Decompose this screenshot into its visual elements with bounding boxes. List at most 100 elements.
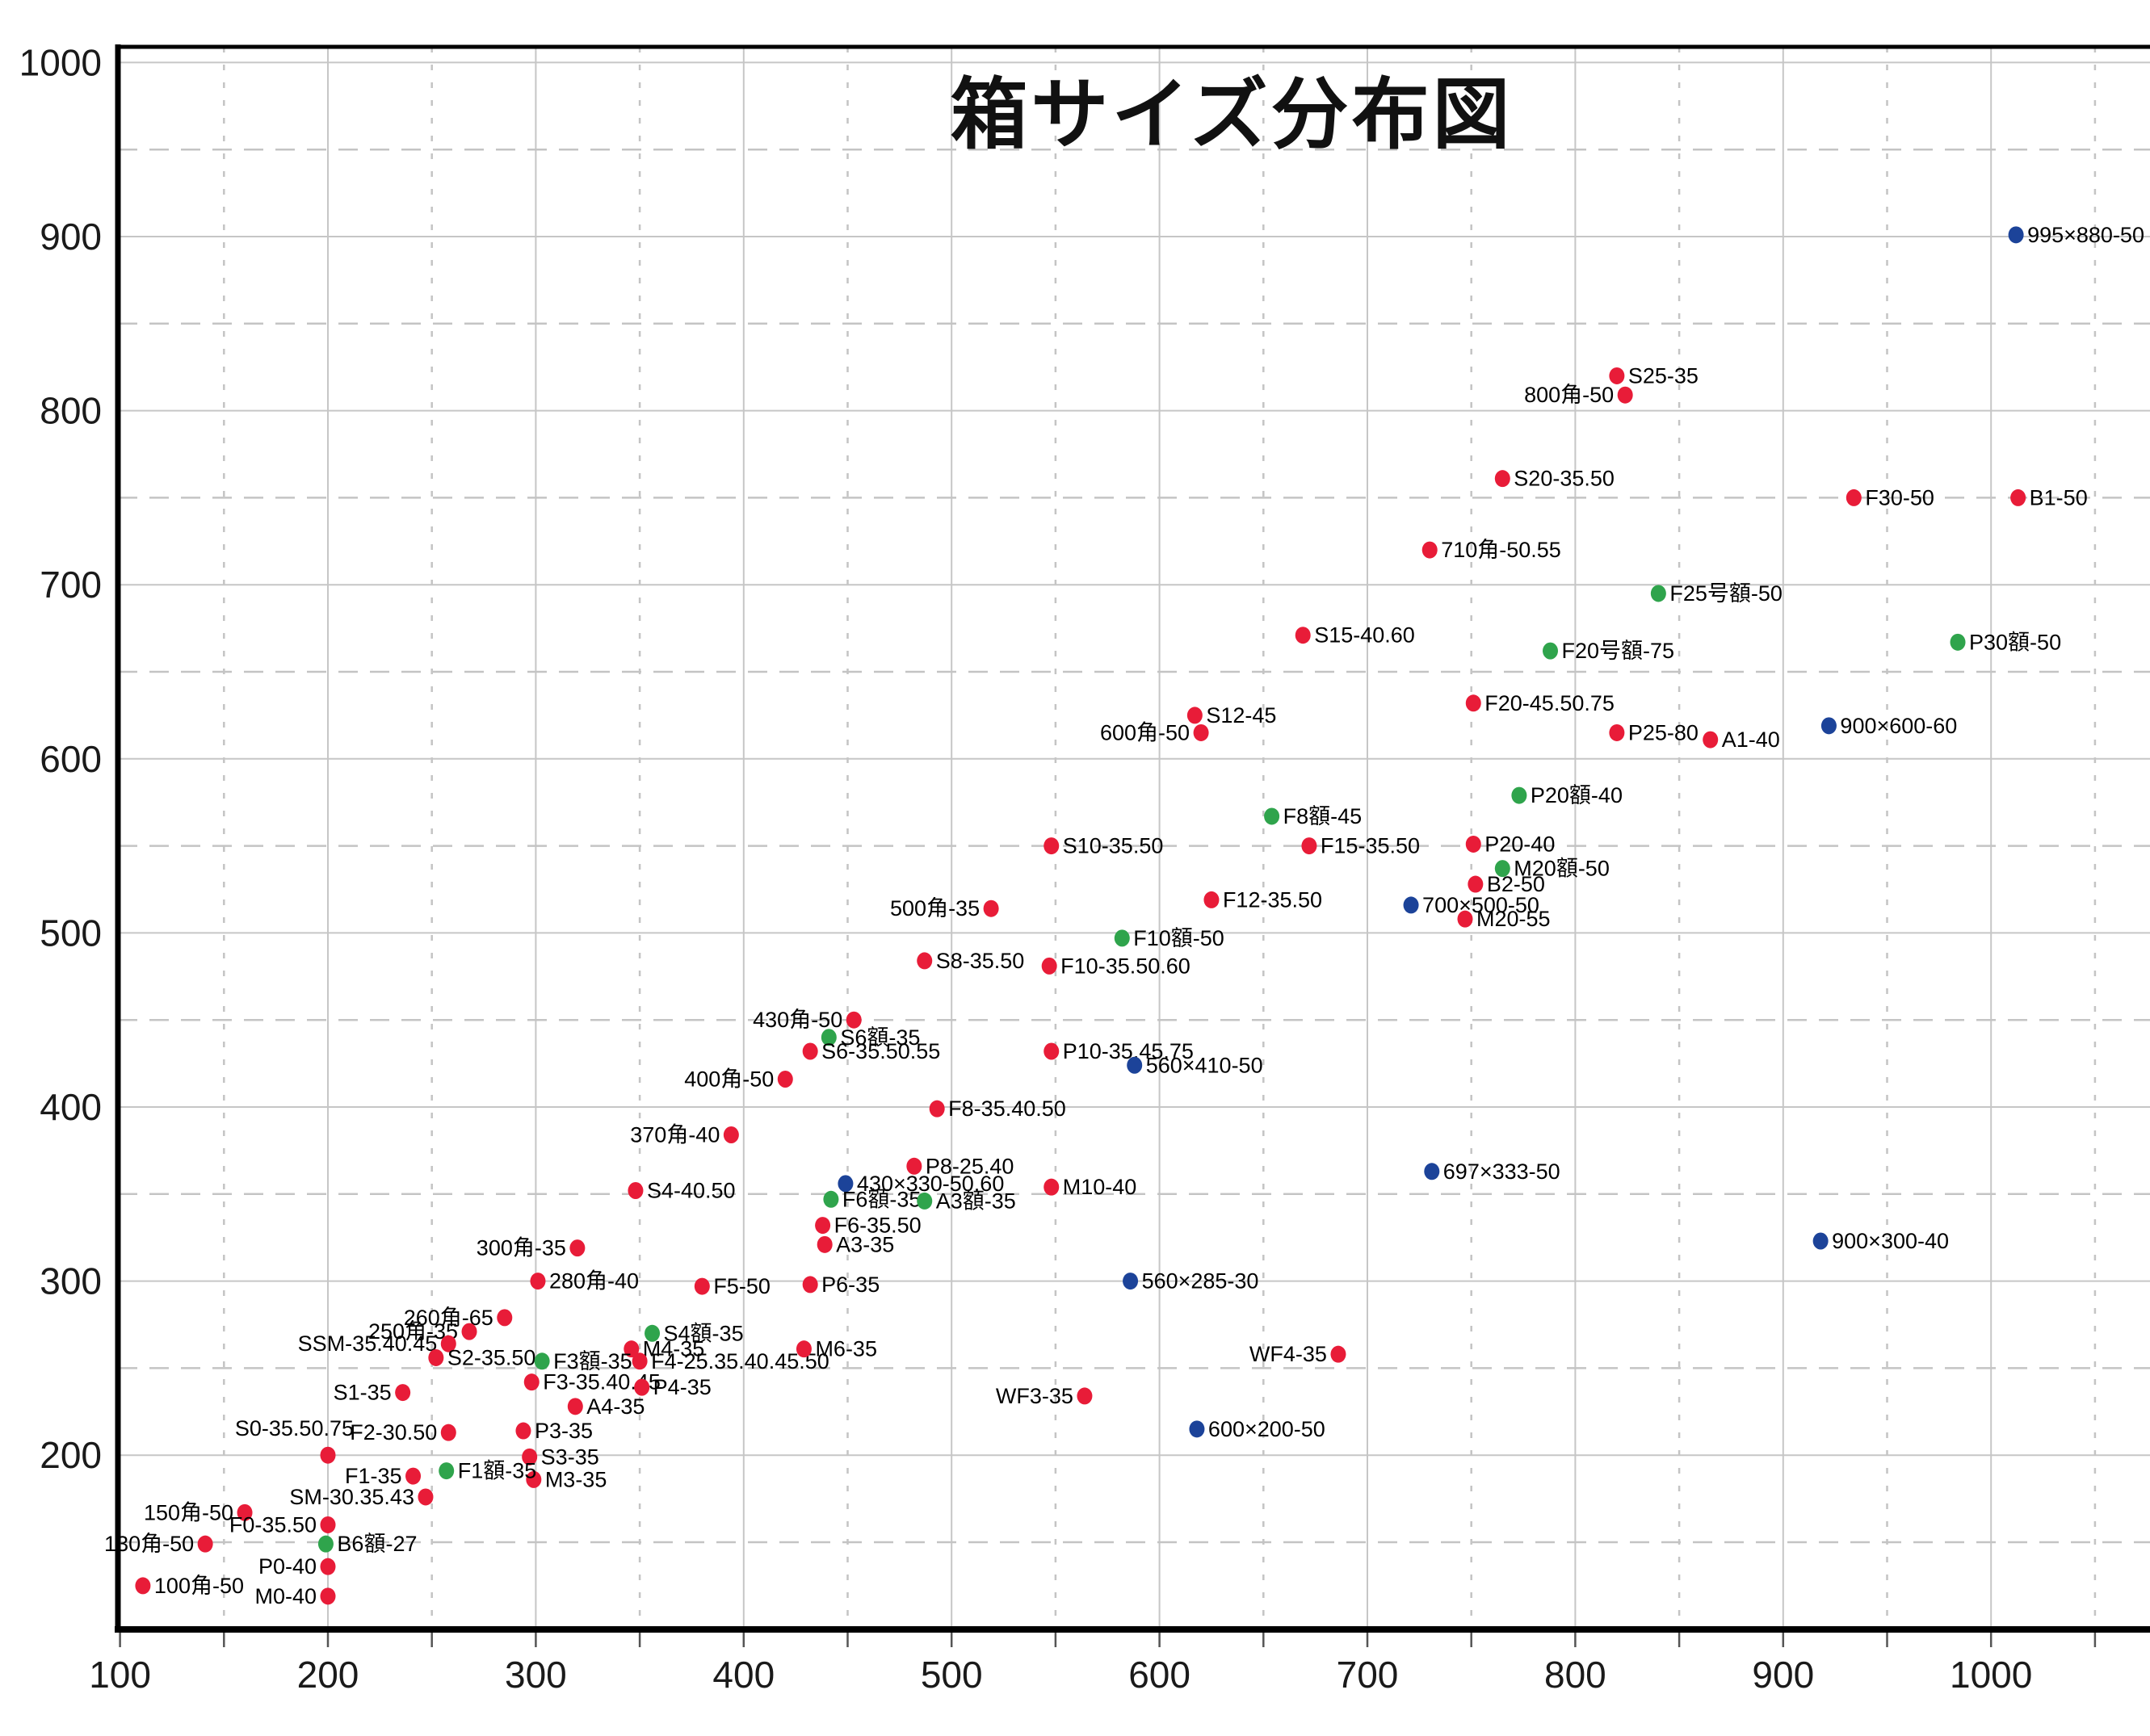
data-point-marker: [777, 1071, 793, 1088]
data-point: S12-45: [1186, 703, 1276, 728]
data-point: P4-35: [634, 1375, 712, 1399]
data-point-label: P10-35.45.75: [1063, 1039, 1194, 1063]
data-point-label: P20-40: [1484, 832, 1555, 856]
data-point-label: P0-40: [258, 1554, 317, 1579]
data-point: F8額-45: [1264, 804, 1362, 828]
data-point: F12-35.50: [1203, 887, 1322, 912]
y-tick-label: 500: [40, 912, 102, 954]
data-point-label: F3額-35: [553, 1349, 632, 1373]
data-point: F20号額-75: [1543, 639, 1674, 663]
data-point-marker: [320, 1516, 336, 1533]
data-point-label: 900×600-60: [1840, 714, 1957, 738]
y-tick-label: 900: [40, 216, 102, 258]
data-point: 150角-50: [144, 1500, 253, 1524]
data-point-label: F1-35: [345, 1464, 402, 1488]
data-point: P0-40: [258, 1554, 336, 1579]
data-point-label: A3額-35: [936, 1189, 1016, 1213]
data-point-marker: [2010, 489, 2026, 506]
data-point-marker: [1617, 386, 1633, 404]
data-point-label: 370角-40: [630, 1122, 720, 1147]
data-point-label: S8-35.50: [936, 949, 1025, 973]
data-point-marker: [522, 1448, 538, 1466]
data-point: P3-35: [515, 1419, 593, 1443]
gridlines: [118, 47, 2150, 1629]
data-point: 280角-40: [530, 1269, 639, 1294]
data-point-marker: [1077, 1387, 1093, 1405]
data-point-label: F20号額-75: [1562, 639, 1675, 663]
data-point-label: S4-40.50: [647, 1178, 736, 1202]
data-point: F30-50: [1846, 485, 1934, 509]
data-point: F2-30.50: [350, 1420, 456, 1445]
data-point-label: A4-35: [586, 1394, 645, 1419]
data-point-marker: [461, 1323, 477, 1340]
data-point-label: 150角-50: [144, 1500, 233, 1524]
data-point-label: F15-35.50: [1321, 834, 1420, 858]
data-point: F10額-50: [1114, 926, 1224, 950]
data-point-marker: [1457, 910, 1473, 928]
data-point-marker: [1650, 585, 1666, 602]
data-point-marker: [628, 1181, 644, 1199]
data-point: 800角-50: [1524, 383, 1633, 407]
data-point-marker: [418, 1488, 434, 1506]
data-point-marker: [1330, 1345, 1346, 1363]
data-point-label: P20額-40: [1531, 783, 1623, 807]
data-point-label: 100角-50: [154, 1574, 244, 1598]
x-tick-label: 200: [297, 1654, 359, 1696]
data-point-marker: [917, 952, 933, 970]
data-point-label: M20額-50: [1514, 857, 1610, 881]
data-point-marker: [1424, 1163, 1440, 1180]
data-point-marker: [534, 1352, 550, 1370]
data-point: WF4-35: [1249, 1342, 1346, 1366]
data-point-marker: [515, 1422, 531, 1440]
data-point-label: F25号額-50: [1669, 581, 1783, 606]
data-point-marker: [624, 1340, 640, 1358]
axis-tick-labels: 100 200 300 400 500 600 700 800 900 1000 200 300 400…: [19, 41, 2033, 1696]
data-point-marker: [1820, 717, 1837, 735]
data-point-label: F10-35.50.60: [1060, 954, 1190, 978]
data-point-label: F5-50: [713, 1274, 771, 1298]
data-point: P30額-50: [1950, 630, 2061, 654]
data-point-marker: [1421, 541, 1438, 559]
data-point: 600角-50: [1100, 720, 1209, 744]
data-point-label: S1-35: [334, 1381, 392, 1405]
data-point-label: F8-35.40.50: [948, 1097, 1066, 1121]
data-point: 300角-35: [477, 1236, 586, 1260]
data-point: 560×410-50: [1127, 1053, 1263, 1077]
x-tick-label: 500: [921, 1654, 983, 1696]
data-point: S4額-35: [645, 1321, 744, 1345]
data-point-marker: [428, 1348, 444, 1366]
plot-frame: [115, 44, 2150, 1633]
data-point: 430角-50: [753, 1008, 862, 1032]
data-point-label: 430角-50: [753, 1008, 842, 1032]
data-point: B6額-27: [317, 1532, 417, 1556]
data-point: M6-35: [796, 1337, 877, 1361]
data-point-label: M0-40: [254, 1584, 317, 1608]
data-point-label: 800角-50: [1524, 383, 1614, 407]
data-point-marker: [1301, 837, 1317, 855]
x-tick-label: 1000: [1950, 1654, 2032, 1696]
data-point: P20額-40: [1511, 783, 1623, 807]
x-tick-label: 900: [1752, 1654, 1814, 1696]
data-point-label: S4額-35: [664, 1321, 744, 1345]
data-point-marker: [906, 1157, 922, 1175]
data-point: P20-40: [1465, 832, 1555, 856]
data-point-label: 430×330-50.60: [857, 1172, 1004, 1196]
data-point: 370角-40: [630, 1122, 739, 1147]
data-point-label: WF3-35: [996, 1384, 1073, 1408]
data-point-marker: [1465, 835, 1481, 853]
data-point: 900×600-60: [1820, 714, 1957, 738]
data-point-label: B1-50: [2030, 485, 2088, 509]
data-point-label: S6-35.50.55: [821, 1039, 940, 1063]
data-point-label: P8-25.40: [926, 1154, 1014, 1178]
data-point-label: P4-35: [653, 1375, 712, 1399]
data-point: 400角-50: [684, 1067, 793, 1092]
data-point-marker: [440, 1335, 456, 1352]
data-point-marker: [1403, 896, 1419, 914]
x-tick-label: 300: [505, 1654, 567, 1696]
x-tick-label: 100: [89, 1654, 151, 1696]
data-point: F1額-35: [439, 1459, 536, 1483]
x-tick-label: 700: [1337, 1654, 1399, 1696]
data-point: B2-50: [1468, 872, 1545, 896]
y-tick-label: 800: [40, 390, 102, 432]
